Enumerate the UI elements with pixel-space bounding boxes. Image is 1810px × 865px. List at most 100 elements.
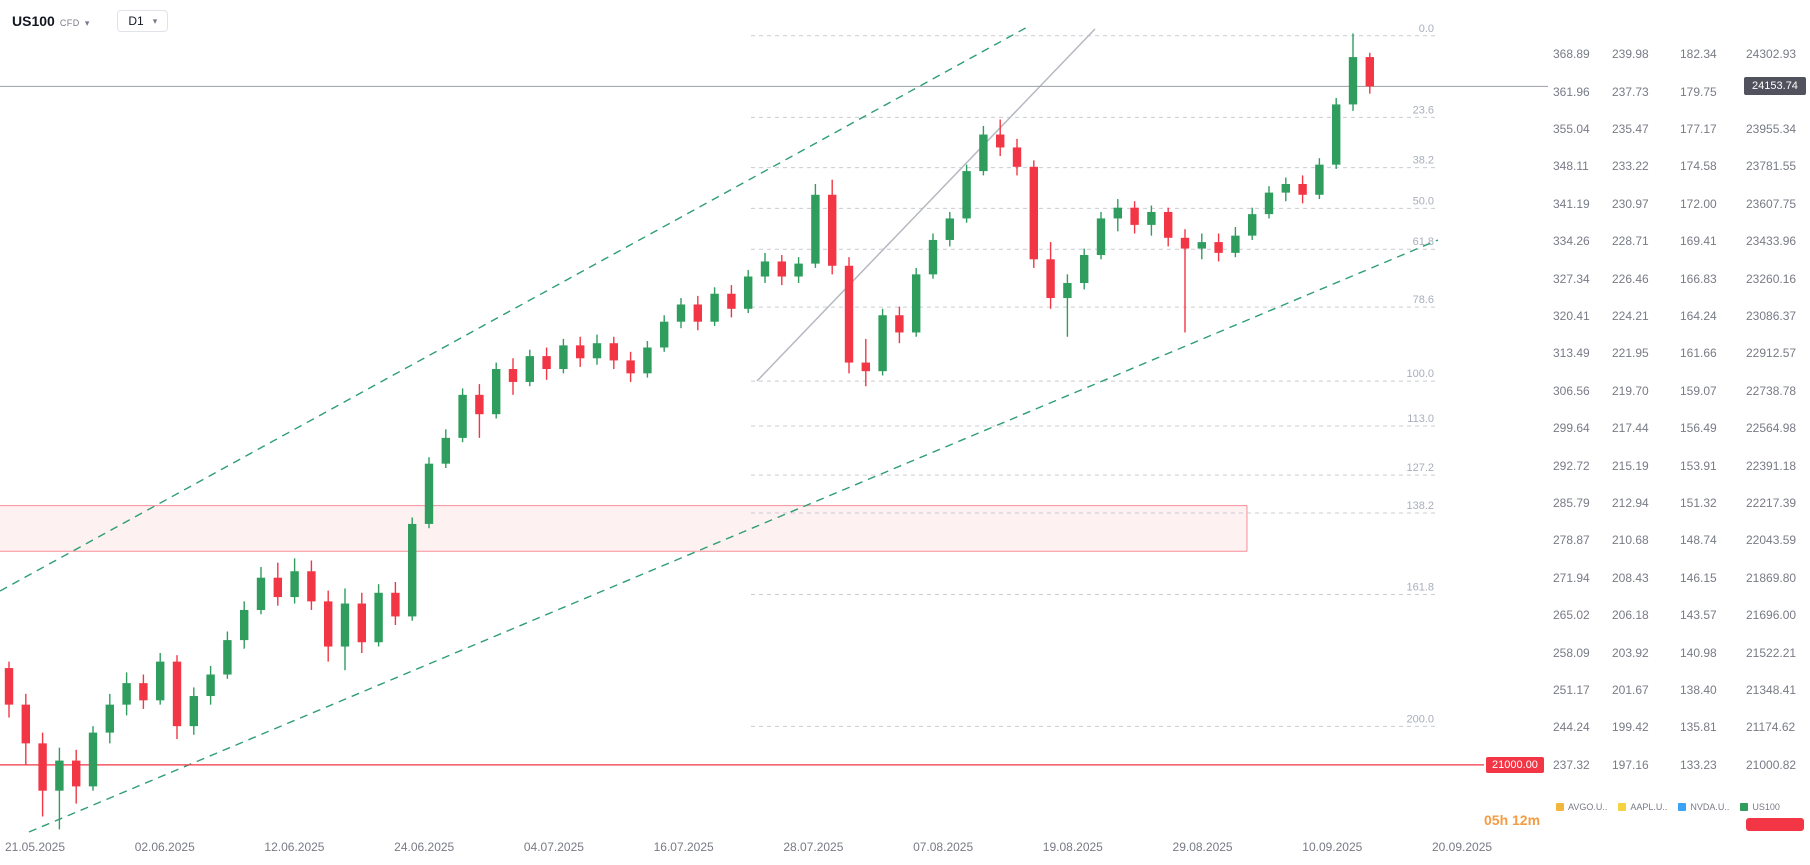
time-axis-label: 19.08.2025 xyxy=(1042,840,1103,854)
candle-body xyxy=(441,437,450,464)
candle-down xyxy=(1298,175,1307,204)
candle-body xyxy=(945,218,954,240)
candle-body xyxy=(794,263,803,277)
price-axis-value: 182.34 xyxy=(1680,47,1717,62)
candle-body xyxy=(1147,211,1156,225)
price-axis-value: 221.95 xyxy=(1612,346,1649,361)
candle-up xyxy=(760,252,770,283)
price-axis-value: 151.32 xyxy=(1680,495,1717,510)
candle-body xyxy=(55,760,64,791)
candle-up xyxy=(660,315,669,352)
fib-level-label: 23.6 xyxy=(1413,104,1434,116)
candle-down xyxy=(324,590,333,662)
legend-item[interactable]: NVDA.U.. xyxy=(1678,802,1729,812)
candle-down xyxy=(828,179,837,275)
candle-down xyxy=(38,732,47,817)
timeframe-selector[interactable]: D1 ▾ xyxy=(117,10,169,32)
price-axis-value: 348.11 xyxy=(1553,159,1589,174)
candle-body xyxy=(693,304,702,322)
price-axis-value: 159.07 xyxy=(1680,383,1717,398)
candle-body xyxy=(256,577,266,610)
candle-up xyxy=(744,270,753,314)
candle-body xyxy=(1029,166,1038,260)
candle-down xyxy=(139,674,148,709)
price-axis-value: 21348.41 xyxy=(1746,682,1797,697)
fib-level-label: 127.2 xyxy=(1406,462,1434,474)
price-axis-value: 23260.16 xyxy=(1746,271,1797,286)
candle-body xyxy=(223,640,232,675)
fib-level-label: 61.8 xyxy=(1413,236,1434,248)
candle-up xyxy=(794,257,803,283)
price-axis-value: 203.92 xyxy=(1612,645,1649,660)
time-axis-label: 21.05.2025 xyxy=(4,840,66,854)
legend-item[interactable]: AVGO.U.. xyxy=(1556,802,1607,812)
price-axis-value: 143.57 xyxy=(1680,608,1717,623)
candle-body xyxy=(1096,218,1106,256)
symbol-type-label: CFD xyxy=(59,18,80,28)
candle-body xyxy=(492,369,501,415)
legend-item[interactable]: US100 xyxy=(1740,802,1780,812)
candle-down xyxy=(172,655,182,740)
time-axis-label: 20.09.2025 xyxy=(1431,840,1493,854)
price-axis-value: 285.79 xyxy=(1553,495,1590,510)
candle-body xyxy=(844,265,854,363)
price-axis-value: 23781.55 xyxy=(1746,159,1797,174)
candle-up xyxy=(559,338,568,374)
legend-item[interactable]: AAPL.U.. xyxy=(1618,802,1667,812)
candle-up xyxy=(1332,97,1341,169)
symbol-selector[interactable]: US100 CFD ▾ xyxy=(12,13,89,29)
symbol-name: US100 xyxy=(12,13,55,29)
chevron-down-icon: ▾ xyxy=(84,18,90,28)
candle-body xyxy=(88,732,98,787)
candle-down xyxy=(1214,233,1223,262)
trendline[interactable] xyxy=(756,28,1096,382)
time-axis-label: 02.06.2025 xyxy=(134,840,195,854)
price-axis-value: 341.19 xyxy=(1553,196,1590,211)
fib-level-label: 38.2 xyxy=(1413,155,1434,167)
candle-body xyxy=(962,171,971,219)
candle-up xyxy=(1147,205,1156,236)
candle-up xyxy=(340,588,350,671)
time-axis-label: 12.06.2025 xyxy=(264,840,325,854)
candle-up xyxy=(55,747,64,830)
candle-down xyxy=(844,257,854,374)
candle-body xyxy=(1281,184,1290,193)
price-axis-value: 251.17 xyxy=(1553,682,1590,697)
channel-trendline[interactable] xyxy=(28,239,1439,833)
candle-body xyxy=(273,577,282,598)
time-axis-label: 10.09.2025 xyxy=(1302,840,1363,854)
candle-up xyxy=(1231,227,1240,258)
candle-body xyxy=(996,134,1005,148)
candle-body xyxy=(1130,207,1139,225)
horizontal-line-price-label[interactable]: 21000.00 xyxy=(1486,756,1544,773)
price-axis-value: 306.56 xyxy=(1553,383,1590,398)
candle-up xyxy=(206,665,215,705)
candle-down xyxy=(693,295,702,331)
candle-up xyxy=(492,362,501,419)
price-axis-value: 208.43 xyxy=(1612,570,1649,585)
price-axis-value: 226.46 xyxy=(1612,271,1649,286)
candle-body xyxy=(189,696,198,727)
candle-body xyxy=(1080,255,1089,283)
price-axis-value: 161.66 xyxy=(1680,346,1717,361)
candle-body xyxy=(1231,235,1240,253)
fib-level-label: 100.0 xyxy=(1406,368,1434,380)
candle-body xyxy=(290,571,299,598)
candle-body xyxy=(1298,184,1307,195)
zone-rectangle[interactable] xyxy=(0,505,1247,552)
candle-body xyxy=(660,321,669,348)
candle-body xyxy=(105,704,114,733)
fib-level-label: 0.0 xyxy=(1419,23,1434,35)
candle-body xyxy=(357,603,366,643)
candle-down xyxy=(576,336,585,367)
price-axis-value: 22217.39 xyxy=(1746,495,1797,510)
candle-body xyxy=(828,194,837,266)
channel-trendline[interactable] xyxy=(0,24,1032,592)
price-axis-value: 320.41 xyxy=(1553,309,1590,324)
price-axis-value: 197.16 xyxy=(1612,757,1649,772)
candle-up xyxy=(1080,248,1089,290)
price-axis-value: 313.49 xyxy=(1553,346,1590,361)
candle-up xyxy=(374,584,383,647)
